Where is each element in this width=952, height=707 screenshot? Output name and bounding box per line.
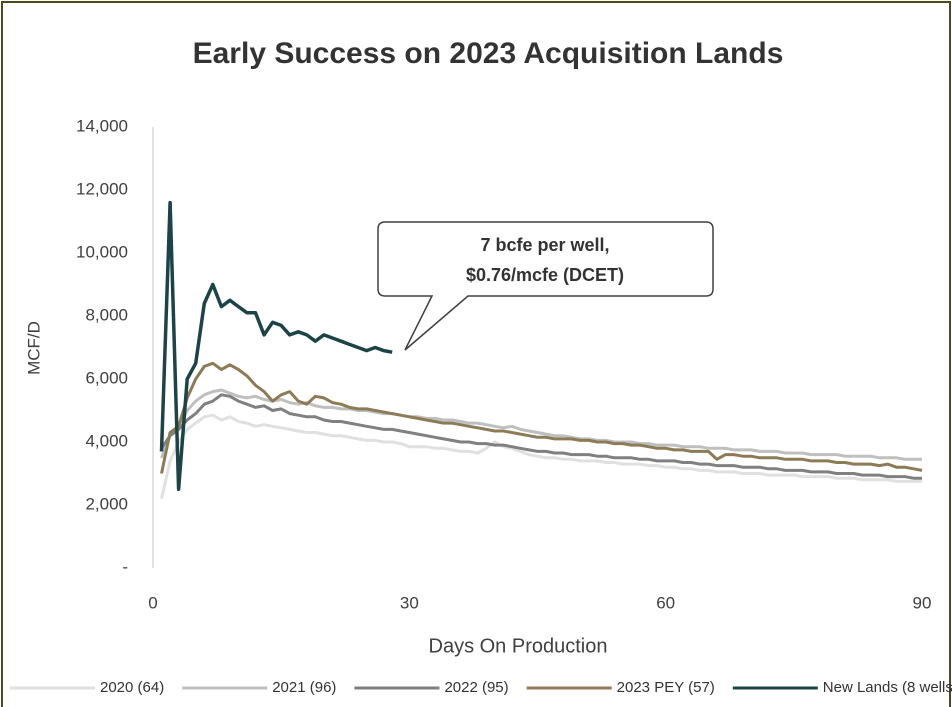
legend-label: New Lands (8 wells)	[823, 679, 952, 696]
callout-text: 7 bcfe per well,	[480, 235, 609, 255]
callout-box	[377, 221, 714, 351]
series-line	[160, 413, 922, 500]
legend-label: 2022 (95)	[444, 679, 508, 696]
y-tick-label: 4,000	[85, 431, 128, 450]
x-tick-label: 90	[913, 593, 932, 612]
y-tick-label: 14,000	[76, 116, 128, 135]
series-line	[160, 393, 922, 480]
chart-title: Early Success on 2023 Acquisition Lands	[193, 37, 784, 70]
y-tick-label: 10,000	[76, 242, 128, 261]
callout-text: $0.76/mcfe (DCET)	[466, 265, 624, 285]
series-line	[160, 361, 923, 474]
legend-label: 2020 (64)	[100, 679, 164, 696]
legend-label: 2021 (96)	[272, 679, 336, 696]
y-tick-label: -	[122, 557, 128, 576]
x-tick-label: 0	[148, 593, 157, 612]
y-tick-label: 2,000	[85, 494, 128, 513]
series-line	[160, 388, 922, 461]
y-tick-label: 12,000	[76, 179, 128, 198]
plot	[159, 200, 923, 500]
x-axis-label: Days On Production	[429, 635, 608, 657]
y-tick-label: 6,000	[85, 368, 128, 387]
legend: 2020 (64) 2021 (96) 2022 (95) 2023 PEY (57)…	[10, 679, 952, 696]
x-tick-label: 30	[400, 593, 419, 612]
x-tick-label: 60	[656, 593, 675, 612]
y-axis-label: MCF/D	[24, 321, 43, 375]
legend-label: 2023 PEY (57)	[617, 679, 715, 696]
y-tick-label: 8,000	[85, 305, 128, 324]
series-line	[159, 200, 393, 492]
